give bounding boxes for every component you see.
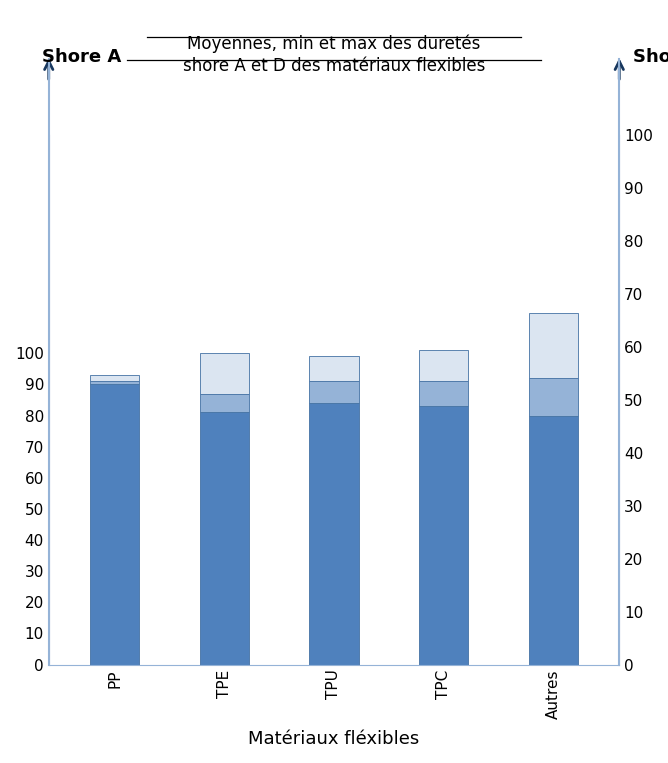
Text: shore A et D des matériaux flexibles: shore A et D des matériaux flexibles (183, 57, 485, 76)
Bar (529, 313, 578, 378)
Text: Moyennes, min et max des duretés: Moyennes, min et max des duretés (187, 34, 481, 53)
Bar (309, 403, 359, 665)
Bar (200, 394, 249, 413)
Bar (529, 378, 578, 416)
Bar (90, 385, 139, 665)
Bar (529, 416, 578, 665)
Bar (309, 356, 359, 382)
Bar (309, 382, 359, 403)
Bar (90, 382, 139, 385)
Bar (419, 406, 468, 665)
Bar (419, 350, 468, 382)
Text: Shore A: Shore A (42, 48, 122, 66)
X-axis label: Matériaux fléxibles: Matériaux fléxibles (248, 730, 420, 748)
Bar (200, 413, 249, 665)
Text: Shore D: Shore D (633, 48, 668, 66)
Bar (200, 353, 249, 394)
Bar (90, 375, 139, 382)
Bar (419, 382, 468, 406)
